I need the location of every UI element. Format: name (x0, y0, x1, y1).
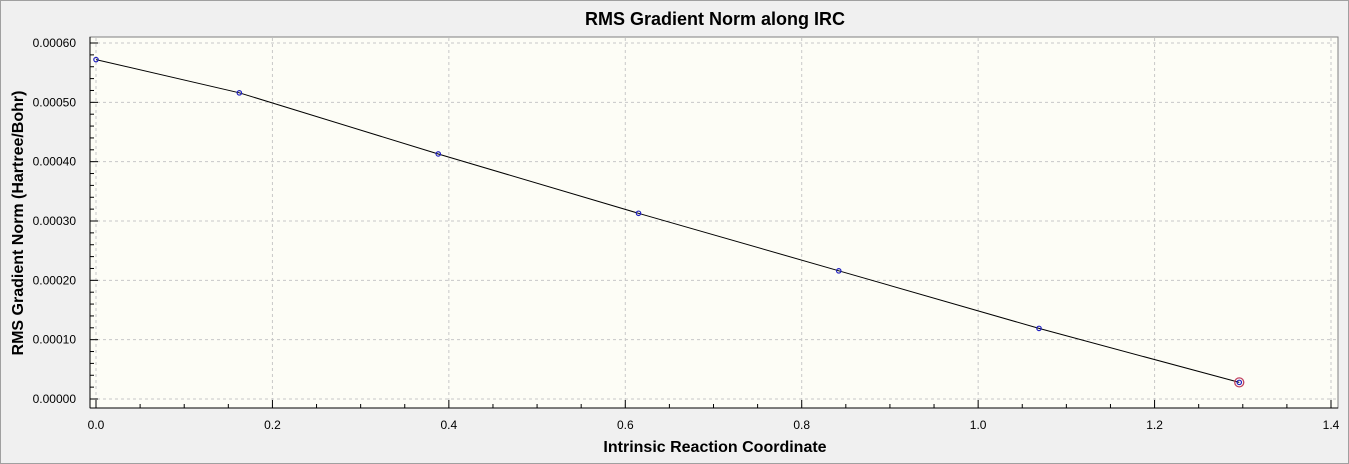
plot-area (89, 36, 1339, 409)
data-point[interactable] (1036, 325, 1042, 332)
highlighted-point[interactable] (1234, 377, 1245, 388)
y-axis-label: RMS Gradient Norm (Hartree/Bohr) (10, 91, 27, 356)
x-tick-label: 0.4 (441, 418, 458, 432)
x-tick-label: 0.2 (264, 418, 281, 432)
data-point[interactable] (1236, 379, 1243, 386)
x-tick-label: 0.6 (617, 418, 634, 432)
data-point[interactable] (93, 56, 99, 63)
x-tick-label: 1.4 (1323, 418, 1340, 432)
y-tick-label: 0.00010 (33, 333, 77, 347)
x-tick-label: 1.0 (970, 418, 987, 432)
series-line (95, 59, 1240, 383)
x-axis-label: Intrinsic Reaction Coordinate (603, 439, 826, 456)
axes: 0.0 0.2 0.4 0.6 0.8 1.0 1.2 1.4 0.00000 0.00010 0.… (33, 36, 1340, 432)
y-tick-label: 0.00020 (33, 273, 77, 287)
data-series (93, 56, 1245, 388)
y-tick-label: 0.00000 (33, 392, 77, 406)
y-tick-label: 0.00030 (33, 214, 77, 228)
grid-lines (91, 38, 1337, 407)
chart-title: RMS Gradient Norm along IRC (585, 9, 845, 29)
x-tick-label: 1.2 (1146, 418, 1163, 432)
y-tick-label: 0.00040 (33, 155, 77, 169)
data-point[interactable] (435, 151, 442, 157)
x-tick-label: 0.8 (793, 418, 810, 432)
data-point[interactable] (835, 268, 842, 274)
data-point[interactable] (635, 210, 642, 217)
y-tick-label: 0.00050 (33, 95, 77, 109)
data-point[interactable] (236, 90, 243, 96)
y-tick-label: 0.00060 (33, 36, 77, 50)
x-tick-label: 0.0 (88, 418, 105, 432)
